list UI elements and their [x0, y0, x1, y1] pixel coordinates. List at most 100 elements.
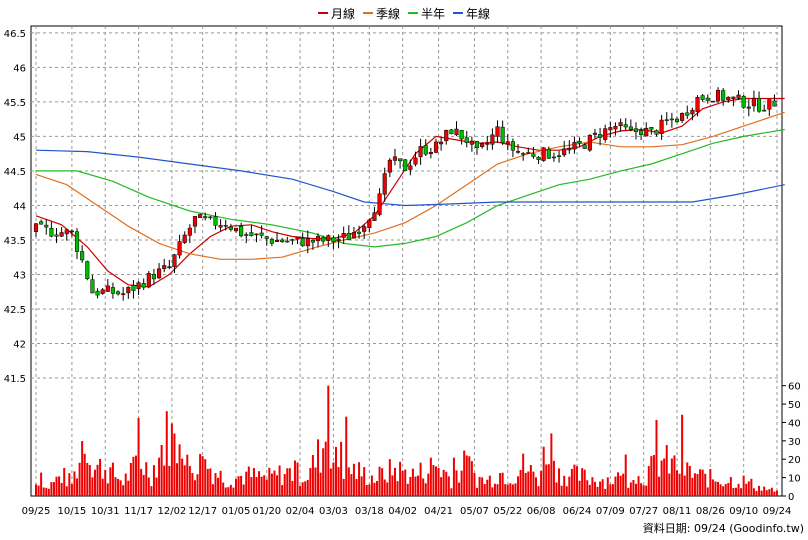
volume-bar	[188, 466, 191, 496]
volume-bar	[424, 483, 427, 496]
volume-bar	[91, 477, 94, 496]
volume-bar	[363, 467, 366, 496]
volume-bar	[714, 481, 717, 496]
volume-bar	[163, 465, 166, 496]
candlesticks	[33, 87, 777, 301]
candle-body	[721, 90, 726, 101]
candle-body	[110, 287, 115, 294]
volume-bar	[717, 481, 720, 496]
volume-bar	[747, 481, 750, 496]
candle-body	[85, 261, 90, 280]
volume-bar	[83, 453, 86, 496]
legend-label: 年線	[466, 6, 490, 21]
volume-bar	[165, 411, 168, 496]
volume-bar	[655, 420, 658, 496]
candle-body	[382, 173, 387, 195]
date-tick-label: 09/10	[729, 506, 758, 517]
volume-bar	[755, 490, 758, 496]
volume-bar	[119, 480, 122, 496]
volume-bar	[511, 484, 514, 496]
volume-bar	[393, 467, 396, 496]
candle-body	[254, 233, 259, 236]
volume-bar	[470, 461, 473, 496]
volume-bar	[260, 476, 263, 496]
candle-body	[695, 97, 700, 112]
volume-bar	[519, 470, 522, 496]
candle-body	[100, 289, 105, 294]
candle-body	[613, 126, 618, 130]
volume-bar	[304, 481, 307, 496]
candle-body	[515, 151, 521, 153]
volume-bar	[81, 441, 84, 496]
volume-bar	[399, 461, 402, 496]
volume-bar	[191, 473, 194, 496]
candle-body	[557, 155, 562, 158]
volume-bar	[111, 462, 114, 496]
volume-bar	[437, 467, 440, 496]
volume-bar	[586, 480, 589, 496]
candle-body	[213, 216, 218, 226]
candle-body	[700, 95, 705, 100]
volume-bar	[288, 468, 291, 496]
candle-body	[167, 266, 172, 268]
candle-body	[531, 153, 536, 157]
volume-bar	[296, 462, 299, 496]
volume-bar	[317, 439, 320, 496]
volume-bar	[401, 470, 404, 496]
volume-bar	[255, 476, 258, 496]
volume-bar	[234, 478, 237, 496]
volume-bar	[406, 483, 409, 496]
volume-bar	[88, 464, 91, 496]
volume-bar	[570, 468, 573, 496]
volume-bar	[378, 466, 381, 496]
candle-body	[644, 127, 649, 137]
volume-bar	[52, 482, 55, 496]
candle-body	[233, 227, 239, 232]
volume-bar	[283, 474, 286, 496]
candle-body	[746, 106, 751, 109]
candle-body	[449, 129, 454, 135]
candle-body	[428, 152, 433, 155]
volume-bar	[332, 462, 335, 496]
volume-bar	[758, 485, 761, 496]
volume-bar	[752, 488, 755, 496]
volume-bar	[50, 482, 53, 496]
candle-body	[274, 239, 280, 242]
volume-bar	[293, 460, 296, 496]
candle-body	[162, 265, 167, 270]
candle-body	[228, 226, 233, 230]
volume-bar	[350, 474, 353, 496]
volume-bar	[278, 465, 281, 496]
volume-bar	[334, 446, 337, 496]
candle-body	[367, 219, 372, 228]
candle-body	[772, 100, 777, 107]
legend-label: 季線	[376, 6, 400, 21]
candle-body	[321, 237, 326, 242]
volume-bar	[324, 441, 327, 496]
price-tick-label: 45	[13, 132, 26, 143]
volume-bar	[681, 414, 684, 496]
volume-bar	[63, 467, 66, 496]
candle-body	[505, 141, 510, 145]
candle-body	[690, 109, 695, 115]
candle-body	[172, 254, 177, 267]
volume-bar	[599, 481, 602, 496]
candle-body	[44, 224, 49, 228]
volume-bar	[640, 483, 643, 496]
candle-body	[49, 228, 54, 237]
candle-body	[141, 283, 146, 288]
candle-body	[685, 112, 690, 116]
volume-bar	[45, 487, 48, 496]
volume-bar	[386, 482, 389, 496]
candle-body	[377, 193, 382, 215]
volume-bar	[245, 471, 248, 496]
volume-bar	[314, 467, 317, 496]
date-tick-label: 06/24	[563, 506, 592, 517]
volume-bar	[355, 478, 358, 496]
volume-bar	[47, 488, 50, 496]
price-tick-label: 41.5	[4, 374, 26, 385]
volume-bar	[686, 462, 689, 496]
volume-bar	[345, 416, 348, 496]
volume-bar	[522, 453, 525, 496]
